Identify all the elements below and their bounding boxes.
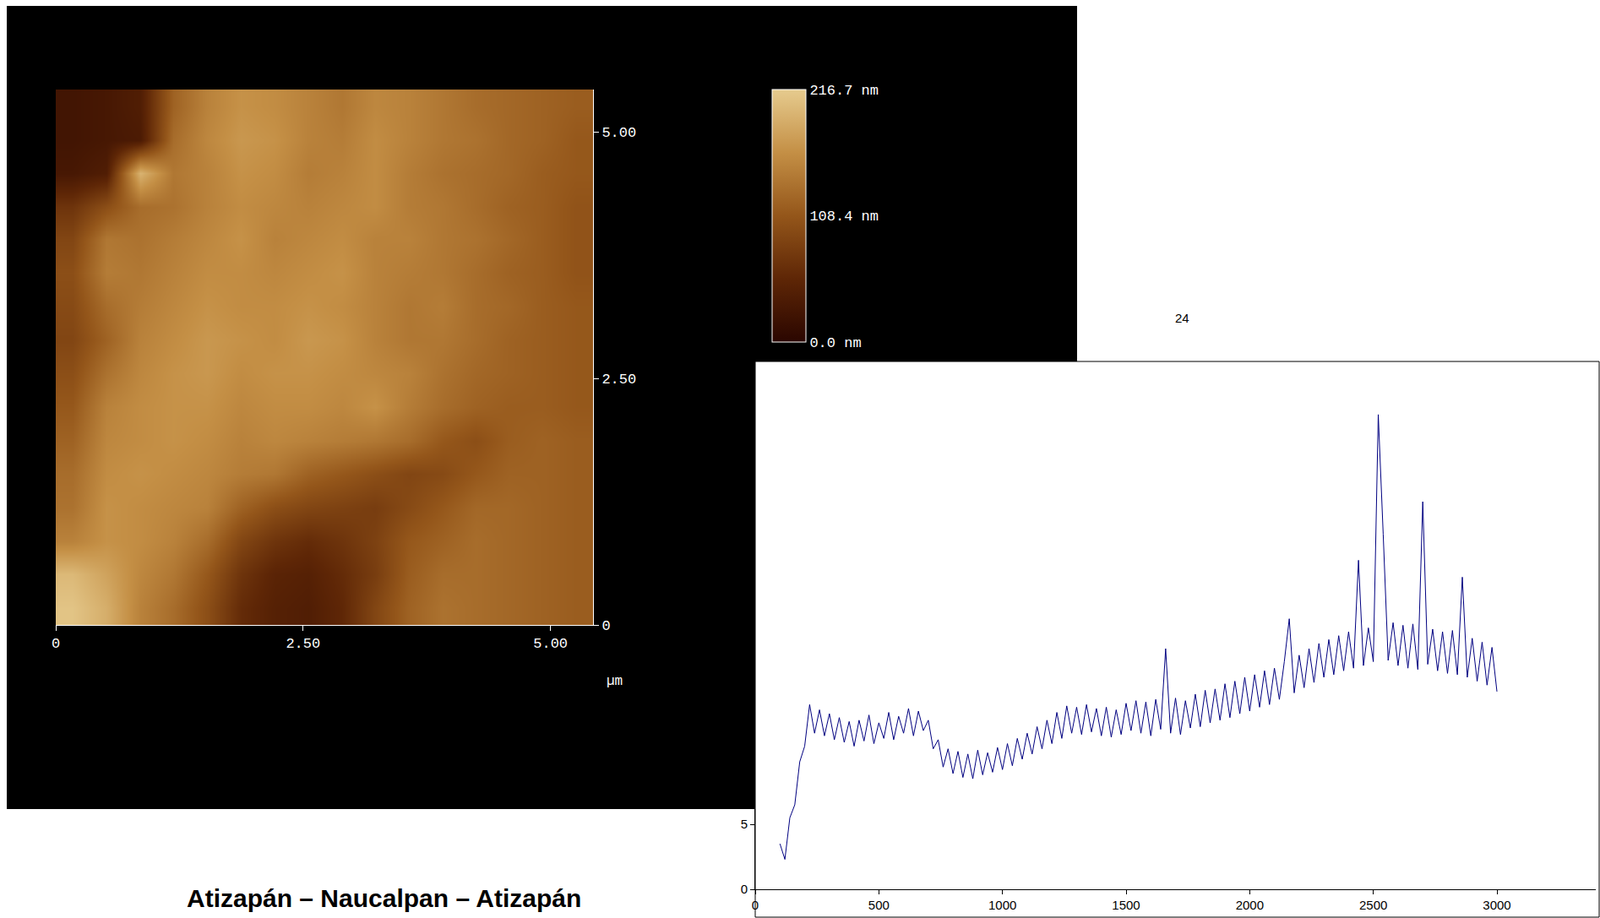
svg-text:0: 0	[751, 897, 759, 913]
svg-text:1000: 1000	[988, 897, 1017, 913]
svg-text:24: 24	[1175, 310, 1190, 326]
svg-text:3000: 3000	[1482, 897, 1511, 913]
svg-text:Atizapán – Naucalpan – Atizapá: Atizapán – Naucalpan – Atizapán	[186, 884, 582, 913]
svg-text:0: 0	[51, 636, 60, 653]
svg-text:5.00: 5.00	[533, 636, 568, 653]
svg-text:1500: 1500	[1111, 897, 1140, 913]
svg-text:5: 5	[740, 816, 748, 832]
svg-text:500: 500	[868, 897, 890, 913]
svg-text:2.50: 2.50	[285, 636, 321, 653]
svg-text:0: 0	[740, 881, 748, 897]
svg-text:216.7 nm: 216.7 nm	[809, 82, 879, 99]
svg-text:0: 0	[601, 618, 610, 635]
svg-text:5.00: 5.00	[601, 125, 637, 142]
svg-text:0.0 nm: 0.0 nm	[809, 335, 861, 352]
svg-text:2000: 2000	[1235, 897, 1264, 913]
svg-text:2500: 2500	[1359, 897, 1388, 913]
svg-text:2.50: 2.50	[601, 371, 637, 388]
svg-text:µm: µm	[606, 674, 623, 690]
svg-text:108.4 nm: 108.4 nm	[809, 208, 879, 225]
